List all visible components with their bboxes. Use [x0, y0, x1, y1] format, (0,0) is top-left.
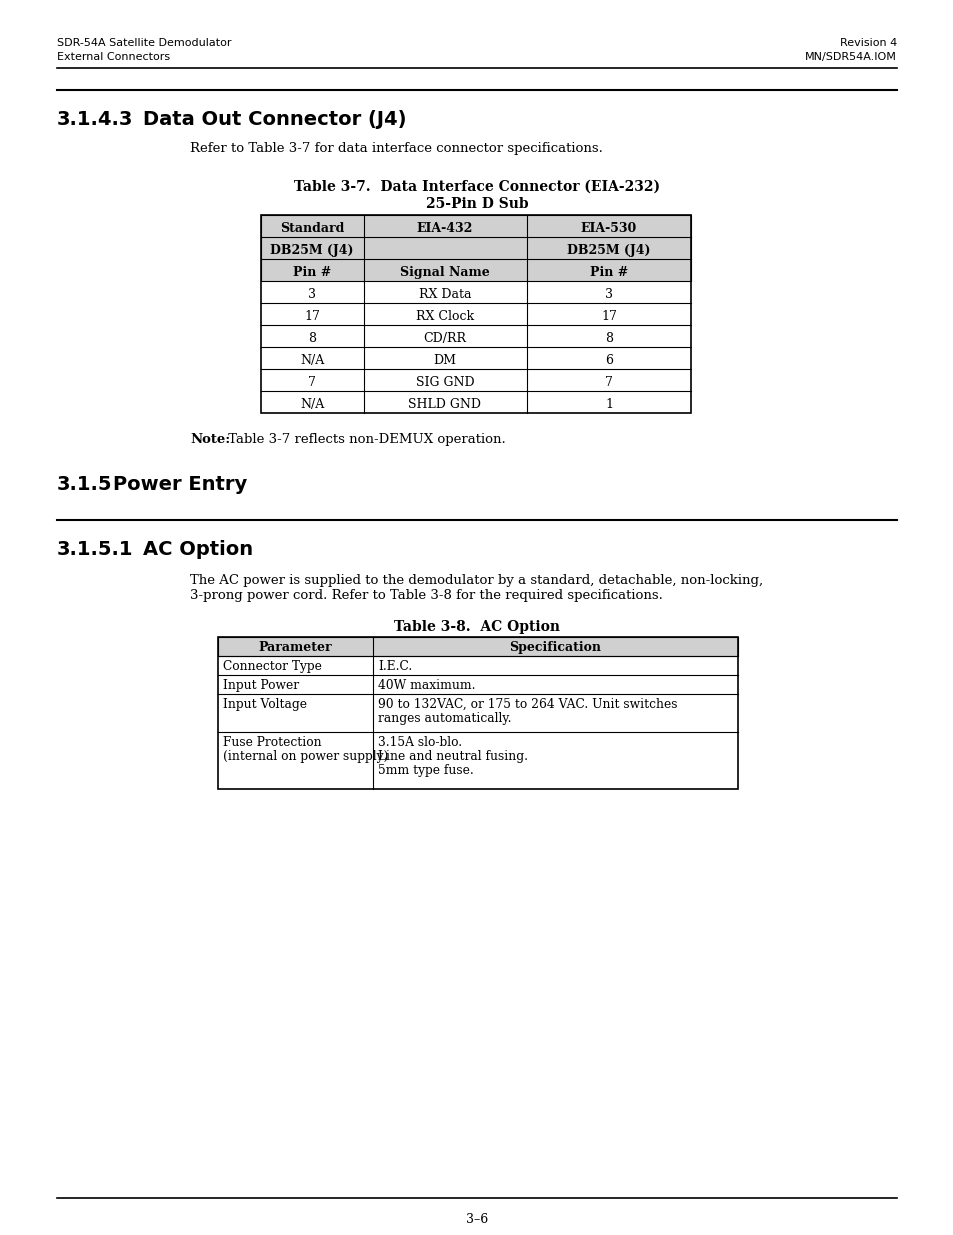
Text: Parameter: Parameter [258, 641, 332, 655]
Text: (internal on power supply): (internal on power supply) [223, 750, 388, 763]
Text: I.E.C.: I.E.C. [377, 659, 412, 673]
Text: N/A: N/A [299, 354, 324, 367]
Text: 3.1.5.1: 3.1.5.1 [57, 540, 133, 559]
Text: Refer to Table 3-7 for data interface connector specifications.: Refer to Table 3-7 for data interface co… [190, 142, 602, 156]
Text: Note:: Note: [190, 433, 230, 446]
Text: 90 to 132VAC, or 175 to 264 VAC. Unit switches: 90 to 132VAC, or 175 to 264 VAC. Unit sw… [377, 698, 677, 711]
Text: Connector Type: Connector Type [223, 659, 321, 673]
Text: AC Option: AC Option [143, 540, 253, 559]
Text: 3: 3 [604, 288, 613, 301]
Text: Input Voltage: Input Voltage [223, 698, 307, 711]
Text: DB25M (J4): DB25M (J4) [567, 245, 650, 257]
Text: SDR-54A Satellite Demodulator: SDR-54A Satellite Demodulator [57, 38, 232, 48]
Text: 3-prong power cord. Refer to Table 3-8 for the required specifications.: 3-prong power cord. Refer to Table 3-8 f… [190, 589, 662, 601]
Text: ranges automatically.: ranges automatically. [377, 713, 511, 725]
Text: 3.1.4.3: 3.1.4.3 [57, 110, 133, 128]
Bar [261, 215, 690, 412]
Text: 7: 7 [308, 375, 315, 389]
Text: 7: 7 [604, 375, 612, 389]
Text: DB25M (J4): DB25M (J4) [270, 245, 354, 257]
Text: Revision 4: Revision 4 [839, 38, 896, 48]
Text: Specification: Specification [509, 641, 600, 655]
Text: Pin #: Pin # [589, 266, 627, 279]
Text: RX Data: RX Data [418, 288, 471, 301]
Text: EIA-530: EIA-530 [580, 222, 637, 235]
Text: Data Out Connector (J4): Data Out Connector (J4) [143, 110, 406, 128]
Text: Table 3-8.  AC Option: Table 3-8. AC Option [394, 620, 559, 634]
Text: 8: 8 [604, 332, 613, 345]
Text: Line and neutral fusing.: Line and neutral fusing. [377, 750, 527, 763]
Text: Signal Name: Signal Name [399, 266, 489, 279]
Text: CD/RR: CD/RR [423, 332, 466, 345]
Text: 40W maximum.: 40W maximum. [377, 679, 475, 692]
Text: 3: 3 [308, 288, 315, 301]
Text: 1: 1 [604, 398, 613, 411]
Text: Power Entry: Power Entry [112, 475, 247, 494]
Bar [218, 637, 738, 656]
Bar [261, 215, 690, 282]
Text: 5mm type fuse.: 5mm type fuse. [377, 764, 474, 777]
Text: SIG GND: SIG GND [416, 375, 474, 389]
Text: 3.1.5: 3.1.5 [57, 475, 112, 494]
Text: Table 3-7 reflects non-DEMUX operation.: Table 3-7 reflects non-DEMUX operation. [224, 433, 505, 446]
Text: 3–6: 3–6 [465, 1213, 488, 1226]
Text: SHLD GND: SHLD GND [408, 398, 481, 411]
Bar [218, 637, 738, 789]
Text: The AC power is supplied to the demodulator by a standard, detachable, non-locki: The AC power is supplied to the demodula… [190, 574, 762, 587]
Text: 17: 17 [304, 310, 319, 324]
Text: Pin #: Pin # [293, 266, 331, 279]
Text: Input Power: Input Power [223, 679, 299, 692]
Text: External Connectors: External Connectors [57, 52, 170, 62]
Text: Fuse Protection: Fuse Protection [223, 736, 321, 748]
Text: EIA-432: EIA-432 [416, 222, 473, 235]
Text: Standard: Standard [279, 222, 344, 235]
Text: 6: 6 [604, 354, 613, 367]
Text: 3.15A slo-blo.: 3.15A slo-blo. [377, 736, 461, 748]
Text: MN/SDR54A.IOM: MN/SDR54A.IOM [804, 52, 896, 62]
Text: 8: 8 [308, 332, 315, 345]
Text: DM: DM [433, 354, 456, 367]
Text: Table 3-7.  Data Interface Connector (EIA-232): Table 3-7. Data Interface Connector (EIA… [294, 180, 659, 194]
Text: 17: 17 [600, 310, 617, 324]
Text: N/A: N/A [299, 398, 324, 411]
Text: RX Clock: RX Clock [416, 310, 474, 324]
Text: 25-Pin D Sub: 25-Pin D Sub [425, 198, 528, 211]
